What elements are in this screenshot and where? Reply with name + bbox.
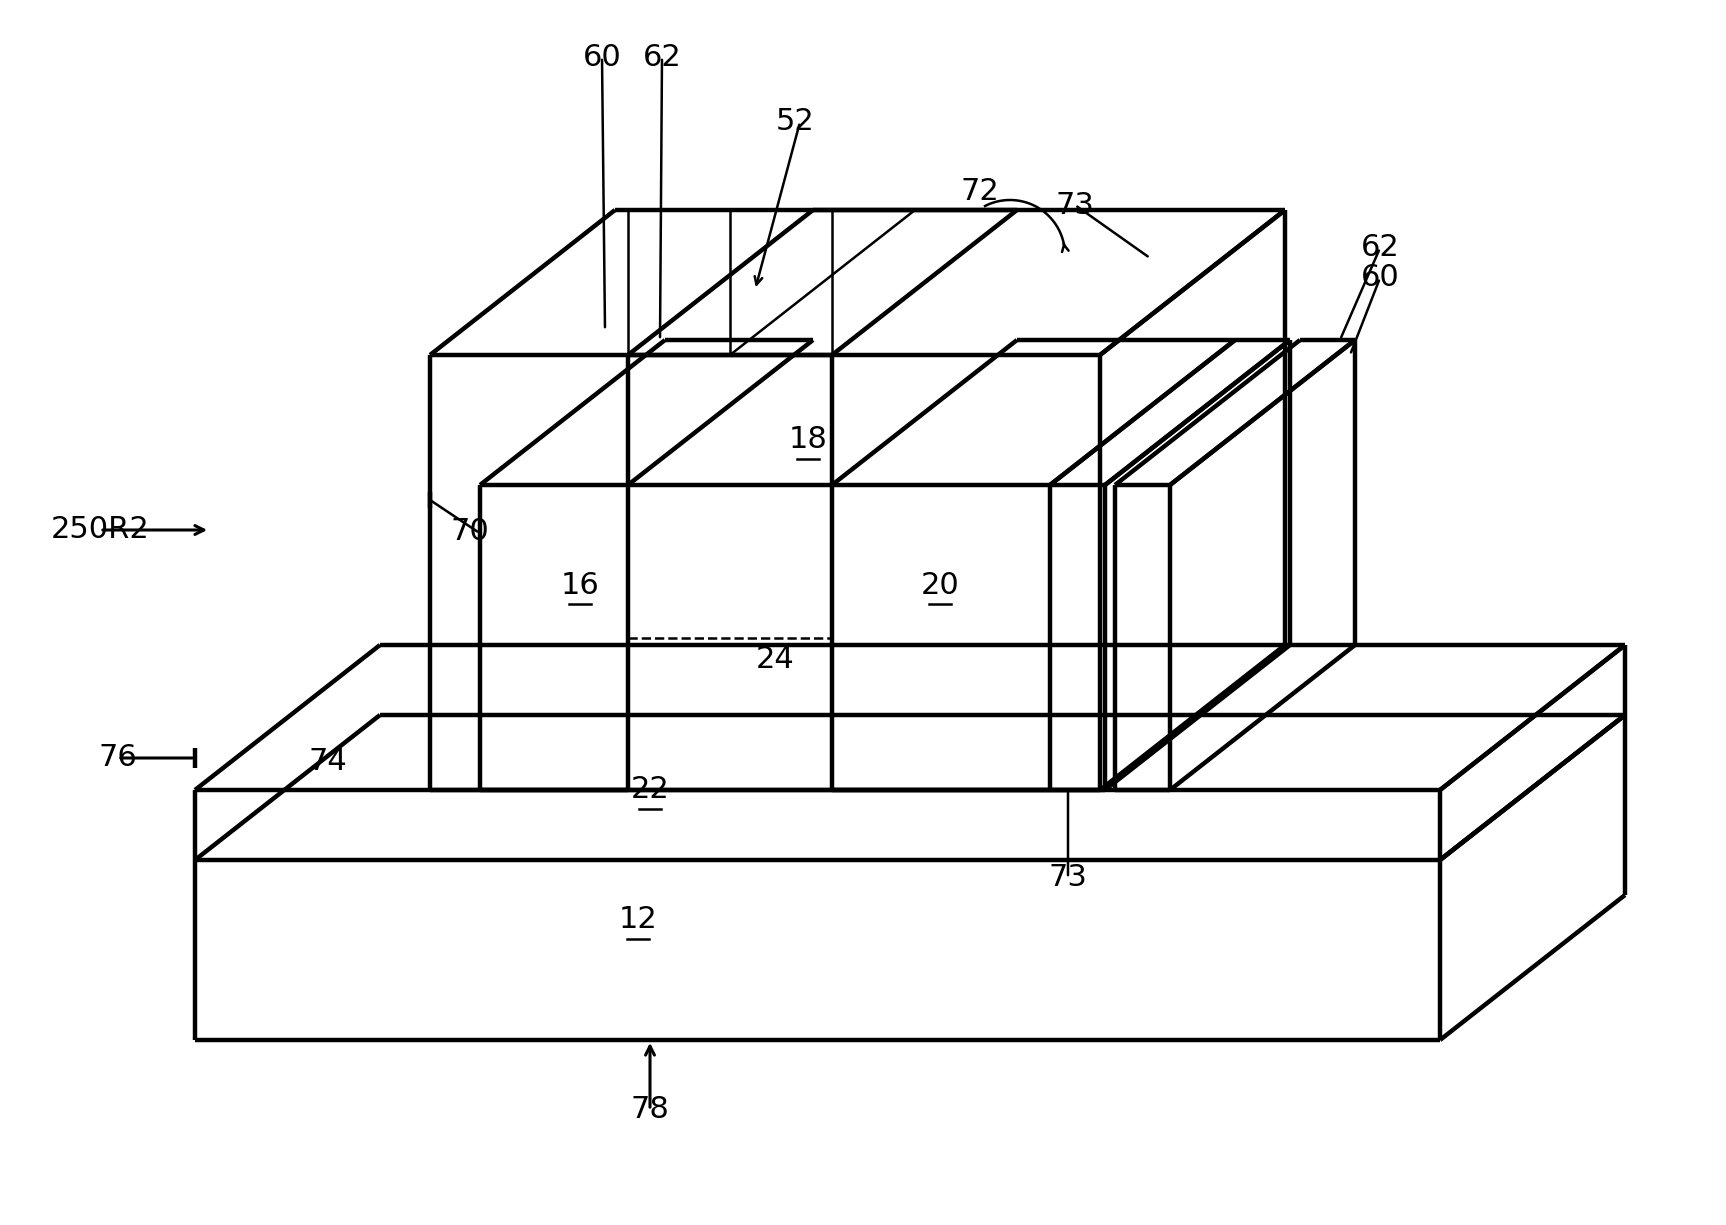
Text: 18: 18 (789, 425, 827, 454)
Text: 70: 70 (450, 517, 490, 546)
Text: 16: 16 (561, 571, 599, 599)
Text: 72: 72 (961, 178, 999, 207)
Text: 60: 60 (583, 43, 621, 71)
Text: 74: 74 (309, 747, 347, 777)
Text: 62: 62 (1360, 234, 1400, 262)
Text: 73: 73 (1049, 864, 1087, 893)
Text: 24: 24 (756, 646, 794, 675)
Text: 250R2: 250R2 (50, 516, 150, 544)
Text: 73: 73 (1056, 191, 1094, 219)
Text: 22: 22 (630, 775, 670, 805)
Text: 60: 60 (1360, 263, 1400, 293)
Text: 20: 20 (920, 571, 960, 599)
Text: 52: 52 (775, 108, 815, 136)
Text: 76: 76 (98, 744, 138, 773)
Text: 12: 12 (618, 905, 658, 935)
Text: 62: 62 (642, 43, 682, 71)
Text: 78: 78 (630, 1095, 670, 1125)
